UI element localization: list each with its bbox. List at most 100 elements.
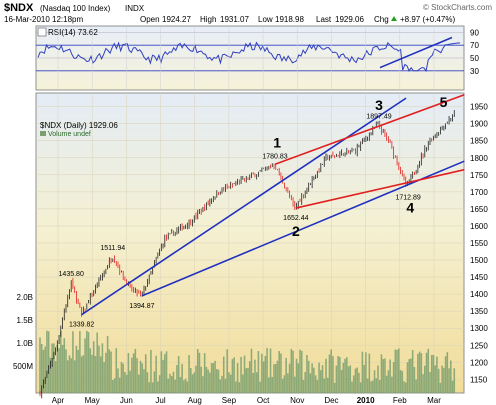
volume-bar: [184, 378, 187, 393]
volume-bar: [294, 376, 296, 393]
volume-bar: [186, 381, 189, 393]
volume-bar: [420, 353, 423, 393]
volume-bar: [368, 353, 371, 393]
volume-bar: [158, 375, 161, 393]
volume-bar: [349, 365, 352, 393]
price-tick-label: 1650: [470, 205, 488, 214]
volume-bar: [177, 356, 180, 393]
volume-bar: [53, 343, 55, 393]
volume-bar: [236, 363, 239, 393]
volume-bar: [252, 372, 254, 393]
volume-bar: [99, 356, 102, 393]
volume-bar: [39, 337, 41, 393]
wave-labels: 1 2 3 4 5: [273, 94, 447, 239]
volume-bar: [295, 358, 298, 393]
volume-bar: [285, 357, 287, 393]
volume-bar: [287, 373, 289, 393]
trendlines: [81, 36, 465, 316]
volume-bar: [321, 365, 324, 393]
volume-bar: [404, 382, 407, 393]
wave-label: 2: [292, 223, 300, 239]
volume-bar: [375, 378, 378, 393]
month-label: Mar: [427, 396, 441, 405]
volume-bar: [415, 379, 417, 393]
volume-bar: [268, 377, 270, 393]
low-value: 1918.98: [275, 15, 304, 24]
volume-bar: [202, 376, 204, 393]
price-annotation: 1780.83: [262, 153, 287, 160]
up-triangle-icon: [391, 16, 397, 21]
volume-bar: [129, 370, 131, 393]
volume-bar: [380, 354, 383, 393]
price-tick-label: 1850: [470, 137, 488, 146]
volume-bar: [193, 372, 196, 393]
volume-bar: [65, 349, 67, 393]
volume-bar: [436, 356, 438, 393]
volume-bar: [209, 372, 211, 393]
price-annotation: 1435.80: [59, 271, 84, 278]
price-tick-label: 1400: [470, 290, 488, 299]
volume-bar: [255, 372, 258, 393]
volume-bar: [150, 349, 152, 393]
volume-bar: [134, 348, 137, 393]
volume-bar: [70, 358, 72, 393]
volume-bar: [443, 367, 445, 393]
volume-legend-swatch: [40, 131, 46, 136]
volume-bar: [235, 381, 237, 393]
volume-bar: [231, 359, 234, 393]
volume-bar: [221, 375, 223, 393]
volume-bar: [92, 341, 95, 393]
volume-bar: [63, 338, 66, 393]
volume-bar: [444, 356, 447, 393]
volume-bar: [131, 357, 133, 393]
volume-bar: [56, 344, 59, 393]
volume-bar: [113, 378, 116, 393]
volume-bar: [396, 349, 398, 393]
volume-bar: [195, 365, 197, 393]
volume-bar: [108, 349, 111, 393]
volume-bar: [437, 368, 440, 393]
volume-bar: [297, 363, 300, 393]
price-tick-label: 1150: [470, 375, 488, 384]
price-label: $NDX (Daily) 1929.06: [40, 121, 118, 130]
volume-bar: [306, 354, 308, 393]
volume-bar: [453, 368, 456, 393]
copyright: © StockCharts.com: [423, 3, 492, 12]
volume-bar: [144, 354, 147, 393]
price-annotations: 1435.80 1339.82 1511.94 1394.87 1780.83 1652.…: [59, 114, 421, 329]
volume-tick-labels: 2.0B 1.5B 1.0B 500M: [13, 293, 33, 371]
month-label: Jun: [120, 396, 133, 405]
last-value: 1929.06: [335, 15, 364, 24]
volume-bar: [370, 381, 372, 393]
volume-bar: [214, 360, 216, 393]
rsi-grid: [36, 32, 464, 72]
lower-red-trendline: [295, 168, 465, 209]
volume-bar: [80, 356, 83, 393]
volume-bar: [82, 355, 85, 393]
volume-bar: [51, 343, 53, 393]
volume-label: Volume undef: [48, 131, 91, 138]
volume-bar: [269, 348, 272, 393]
volume-bar: [314, 375, 317, 393]
volume-bar: [446, 352, 449, 393]
price-annotation: 1652.44: [283, 215, 308, 222]
volume-bar: [417, 353, 419, 393]
volume-bar: [40, 344, 43, 393]
volume-bar: [427, 348, 430, 393]
volume-bar: [382, 359, 384, 393]
volume-bar: [418, 351, 421, 393]
volume-bar: [313, 367, 315, 393]
month-labels: Apr May Jun Jul Aug Sep Oct Nov Dec 2010 Feb Mar: [52, 396, 441, 405]
volume-bar: [212, 363, 215, 393]
volume-bar: [160, 351, 163, 393]
volume-bar: [169, 373, 171, 393]
volume-bar: [365, 352, 367, 393]
volume-bar: [105, 352, 107, 393]
open-value: 1924.27: [162, 15, 191, 24]
volume-bar: [174, 379, 176, 393]
price-tick-label: 1950: [470, 103, 488, 112]
volume-bar: [273, 364, 275, 393]
volume-bar: [430, 355, 433, 393]
volume-bar: [110, 351, 112, 393]
